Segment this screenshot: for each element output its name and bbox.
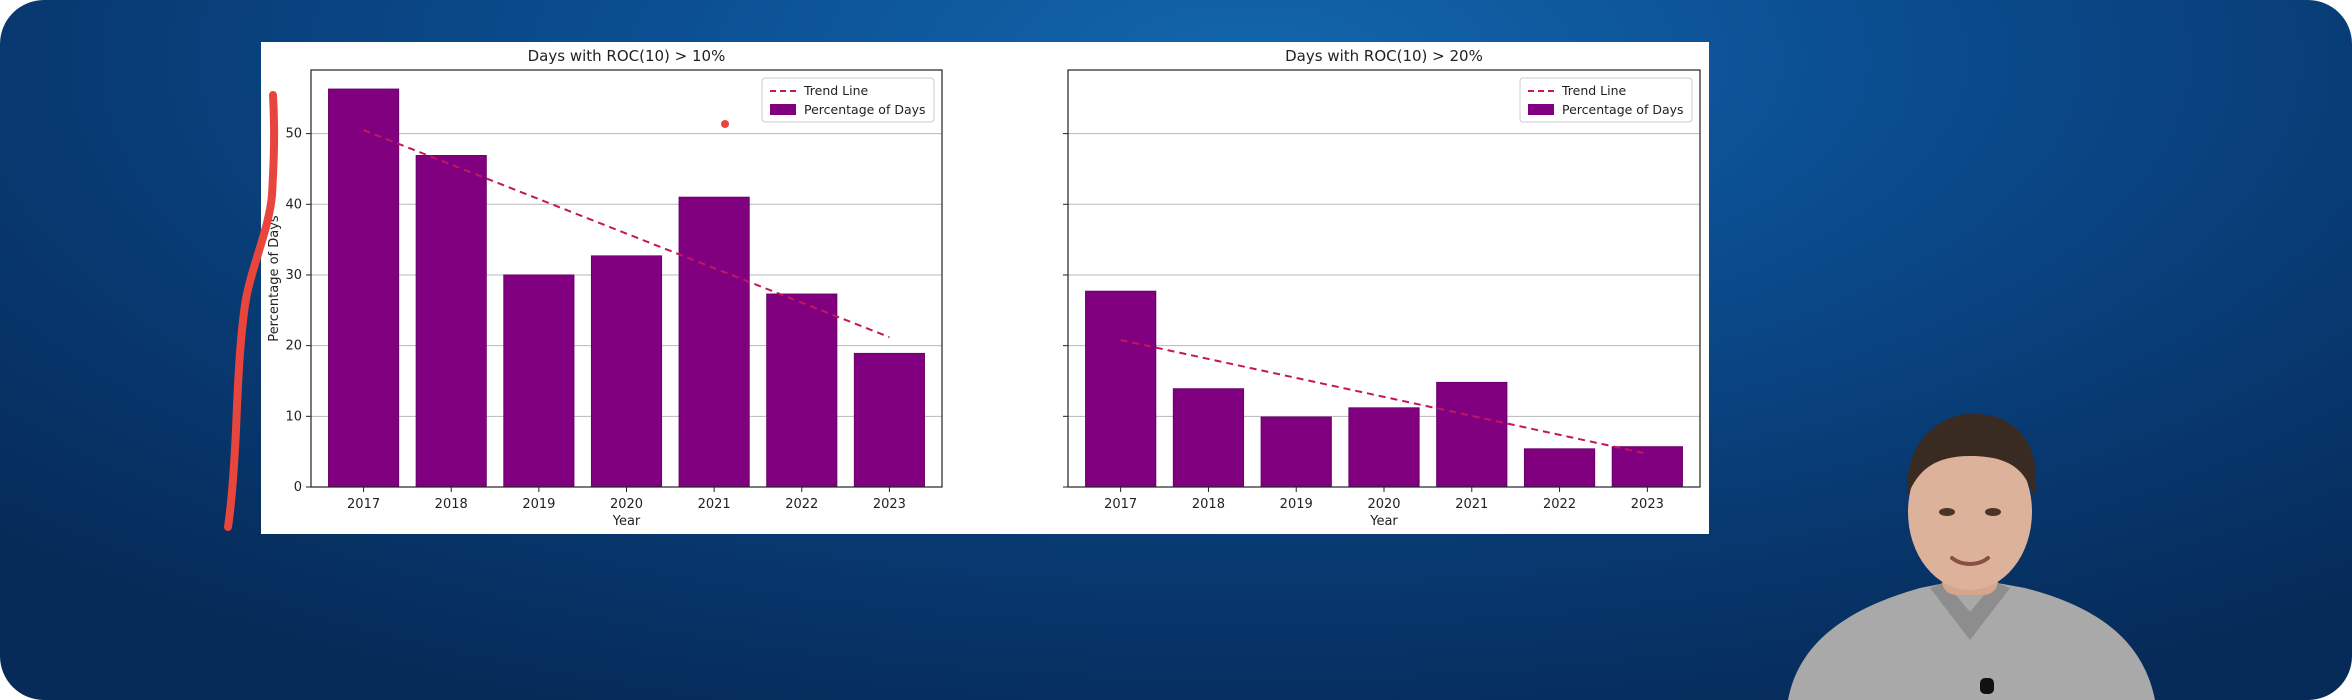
legend-box	[1519, 77, 1693, 123]
lapel-microphone-icon	[1980, 678, 1994, 694]
bar-2018	[1172, 388, 1245, 488]
x-tick-label: 2023	[873, 497, 906, 512]
x-tick-label: 2018	[435, 497, 468, 512]
bar-2020	[590, 255, 663, 488]
x-tick-label: 2023	[1631, 497, 1664, 512]
y-tick-label: 30	[285, 268, 302, 283]
bar-2022	[766, 293, 838, 488]
legend-bar-label: Percentage of Days	[804, 102, 926, 117]
presenter-eye-right	[1985, 508, 2001, 516]
presenter-eye-left	[1939, 508, 1955, 516]
trend-line	[363, 129, 890, 339]
legend-bar-swatch	[1528, 104, 1554, 115]
chart-title: Days with ROC(10) > 20%	[1285, 47, 1483, 65]
x-tick-label: 2021	[1455, 497, 1488, 512]
x-tick-label: 2022	[1543, 497, 1576, 512]
red-marker-stroke	[224, 91, 279, 531]
bar-2023	[853, 352, 925, 488]
bar-2018	[415, 155, 487, 488]
legend: Trend Line Percentage of Days	[761, 77, 935, 123]
legend: Trend Line Percentage of Days	[1519, 77, 1693, 123]
chart-2: 2017 2018 2019 2020 2021 2022 2023 Days with RO…	[1063, 47, 1701, 529]
annotation-dot	[721, 120, 729, 128]
bar-2017	[1085, 290, 1157, 488]
y-tick-label: 0	[294, 480, 302, 495]
legend-box	[761, 77, 935, 123]
y-tick-label: 10	[285, 409, 302, 424]
bar-2019	[1260, 416, 1332, 488]
chart-title: Days with ROC(10) > 10%	[528, 47, 726, 65]
x-tick-label: 2021	[698, 497, 731, 512]
bar-2020	[1348, 407, 1420, 488]
bar-2021	[678, 196, 750, 488]
presenter-webcam	[1788, 413, 2155, 700]
presenter-mouth	[1950, 556, 1990, 566]
y-tick-label: 20	[285, 339, 302, 354]
y-axis-label: Percentage of Days	[267, 215, 282, 342]
bar-2021	[1436, 381, 1508, 488]
x-tick-label: 2019	[1280, 497, 1313, 512]
y-tick-label: 50	[285, 127, 302, 142]
presenter-face	[1908, 434, 2032, 590]
figure-panel: 0 10 20 30 40 50 2017 2018 2019 2020 2021 2022 2023 D…	[261, 42, 1709, 534]
bar-2017	[328, 88, 400, 488]
presenter-shirt	[1788, 578, 2155, 700]
trend-line	[1120, 339, 1648, 455]
bar-2023	[1611, 446, 1683, 488]
legend-trend-label: Trend Line	[803, 83, 869, 98]
x-tick-label: 2020	[1367, 497, 1400, 512]
x-tick-label: 2020	[610, 497, 643, 512]
bar-2019	[503, 274, 575, 488]
presenter-hair	[1907, 413, 2036, 498]
legend-trend-label: Trend Line	[1561, 83, 1627, 98]
y-tick-label: 40	[285, 197, 302, 212]
x-tick-label: 2017	[1104, 497, 1137, 512]
x-axis-label: Year	[1369, 514, 1398, 529]
chart-figure: 0 10 20 30 40 50 2017 2018 2019 2020 2021 2022 2023 D…	[267, 47, 1701, 529]
legend-bar-label: Percentage of Days	[1562, 102, 1684, 117]
legend-bar-swatch	[770, 104, 796, 115]
x-tick-label: 2022	[785, 497, 818, 512]
chart-1: 0 10 20 30 40 50 2017 2018 2019 2020 2021 2022 2023 D…	[267, 47, 943, 529]
x-tick-label: 2018	[1192, 497, 1225, 512]
x-tick-label: 2019	[522, 497, 555, 512]
x-tick-label: 2017	[347, 497, 380, 512]
bar-2022	[1523, 448, 1596, 488]
presenter-collar	[1930, 582, 2010, 640]
x-axis-label: Year	[612, 514, 641, 529]
